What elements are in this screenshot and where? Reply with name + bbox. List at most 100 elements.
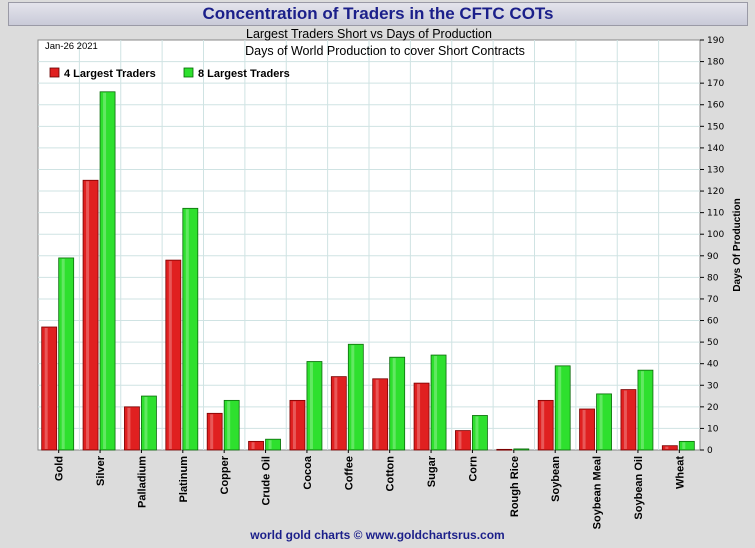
bar-highlight (458, 431, 462, 449)
bar-8-largest-cotton (389, 356, 406, 451)
bar-highlight (392, 358, 396, 449)
bar-highlight (375, 379, 379, 449)
chart-subtitle-1: Largest Traders Short vs Days of Product… (246, 27, 492, 41)
x-tick-label-crude-oil: Crude Oil (261, 456, 273, 506)
chart-date: Jan-26 2021 (45, 41, 98, 52)
bar-8-largest-corn (472, 415, 488, 451)
y-tick-label: 60 (707, 317, 719, 327)
chart-subtitle-2: Days of World Production to cover Short … (245, 44, 525, 58)
legend-label-8-largest: 8 Largest Traders (198, 68, 290, 80)
y-tick-label: 10 (707, 424, 719, 434)
x-tick-label-platinum: Platinum (178, 456, 190, 503)
bar-highlight (292, 401, 296, 449)
bar-highlight (640, 371, 644, 449)
bar-highlight (251, 442, 255, 449)
bar-4-largest-soybean-oil (620, 389, 637, 451)
legend-swatch-4-largest (49, 67, 60, 78)
bar-8-largest-crude-oil (265, 438, 281, 451)
bar-highlight (61, 258, 65, 449)
x-tick-label-gold: Gold (54, 456, 66, 481)
legend: 4 Largest Traders 8 Largest Traders (49, 67, 290, 80)
x-tick-label-soybean-meal: Soybean Meal (592, 456, 604, 529)
bar-highlight (417, 384, 421, 449)
y-tick-label: 20 (707, 403, 719, 413)
x-tick-label-wheat: Wheat (674, 456, 686, 489)
y-tick-label: 30 (707, 381, 719, 391)
bar-4-largest-copper (206, 412, 223, 451)
y-tick-label: 100 (707, 230, 724, 240)
chart-title: Concentration of Traders in the CFTC COT… (8, 2, 748, 26)
x-tick-label-silver: Silver (95, 455, 107, 486)
bar-highlight (434, 356, 438, 449)
y-tick-label: 160 (707, 101, 724, 111)
bar-highlight (334, 377, 338, 449)
bar-4-largest-gold (41, 326, 58, 451)
bar-8-largest-soybean (554, 365, 571, 451)
y-tick-label: 0 (707, 446, 713, 456)
bar-highlight (127, 407, 131, 449)
bar-highlight (541, 401, 545, 449)
x-tick-label-sugar: Sugar (426, 455, 438, 487)
x-tick-label-coffee: Coffee (343, 456, 355, 490)
footer-credit: world gold charts © www.goldchartsrus.co… (250, 528, 505, 542)
x-tick-label-copper: Copper (219, 455, 231, 494)
bar-4-largest-soybean-meal (579, 408, 595, 451)
y-axis: 0 10 20 30 40 50 60 70 80 90 100 110 120 130 140 150 160… (700, 36, 724, 456)
bar-highlight (665, 446, 669, 449)
bar-highlight (168, 261, 172, 449)
bar-8-largest-sugar (430, 354, 447, 451)
bar-4-largest-rough-rice (496, 448, 513, 451)
bar-4-largest-platinum (165, 259, 182, 451)
bar-8-largest-palladium (141, 395, 157, 451)
y-tick-label: 170 (707, 79, 724, 89)
y-tick-label: 120 (707, 187, 724, 197)
bar-4-largest-crude-oil (248, 440, 264, 451)
bar-highlight (268, 440, 272, 449)
y-tick-label: 80 (707, 273, 719, 283)
y-tick-label: 190 (707, 36, 724, 46)
bar-8-largest-soybean-oil (637, 369, 654, 451)
bar-8-largest-cocoa (306, 361, 323, 451)
x-tick-label-rough-rice: Rough Rice (509, 456, 521, 517)
bar-8-largest-rough-rice (513, 448, 530, 451)
y-axis-label: Days Of Production (732, 198, 743, 291)
y-tick-label: 90 (707, 252, 719, 262)
bar-4-largest-cocoa (289, 399, 306, 451)
y-tick-label: 70 (707, 295, 719, 305)
bar-8-largest-gold (58, 257, 75, 451)
bar-4-largest-silver (82, 179, 99, 451)
bar-highlight (623, 390, 627, 449)
x-tick-label-corn: Corn (467, 456, 479, 482)
y-tick-label: 50 (707, 338, 719, 348)
y-tick-label: 130 (707, 165, 724, 175)
bar-4-largest-coffee (330, 376, 347, 451)
bar-highlight (103, 92, 107, 449)
bar-highlight (599, 394, 603, 449)
bar-highlight (309, 362, 313, 449)
bar-highlight (682, 442, 686, 449)
bar-highlight (227, 401, 231, 449)
bar-8-largest-silver (99, 91, 116, 451)
bars (41, 91, 695, 451)
x-tick-label-soybean-oil: Soybean Oil (633, 456, 645, 520)
bar-4-largest-wheat (661, 445, 678, 451)
bar-8-largest-wheat (678, 440, 695, 451)
bar-8-largest-platinum (182, 207, 199, 451)
legend-swatch-8-largest (183, 67, 194, 78)
bar-8-largest-soybean-meal (596, 393, 612, 451)
bar-highlight (44, 328, 48, 449)
bar-4-largest-soybean (537, 399, 554, 451)
bar-highlight (210, 414, 214, 449)
x-tick-label-cocoa: Cocoa (302, 455, 314, 490)
bar-4-largest-sugar (413, 382, 430, 451)
y-tick-label: 150 (707, 122, 724, 132)
x-tick-label-soybean: Soybean (550, 456, 562, 502)
y-tick-label: 140 (707, 144, 724, 154)
bar-highlight (185, 209, 189, 449)
bar-highlight (351, 345, 355, 449)
x-tick-label-cotton: Cotton (385, 456, 397, 492)
bar-8-largest-coffee (347, 343, 364, 451)
bar-highlight (582, 410, 586, 449)
